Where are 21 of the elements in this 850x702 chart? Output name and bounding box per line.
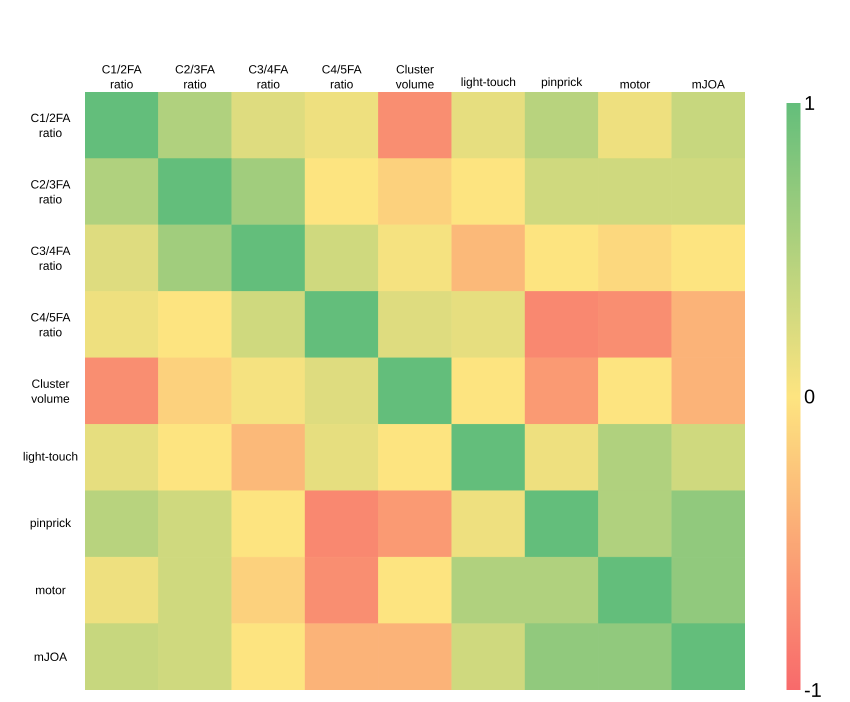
y-tick-label: motor: [36, 586, 66, 594]
x-tick-label: C1/2FA ratio: [102, 64, 142, 88]
y-tick-label: pinprick: [30, 518, 72, 530]
y-tick-label: mJOA: [34, 652, 68, 662]
y-tick-label: C4/5FA ratio: [31, 312, 70, 336]
color-bar-label: -1: [804, 683, 821, 697]
y-tick-label: C2/3FA ratio: [31, 180, 70, 204]
y-tick-label: Cluster volume: [31, 379, 70, 403]
x-tick-label: C3/4FA ratio: [249, 64, 288, 88]
color-bar-label: 1: [806, 96, 814, 110]
x-tick-label: mJOA: [692, 80, 725, 88]
color-bar-label: 0: [804, 389, 814, 404]
x-tick-label: Cluster volume: [396, 64, 434, 88]
y-tick-label: light-touch: [24, 452, 78, 464]
x-tick-label: pinprick: [542, 77, 582, 88]
x-tick-label: light-touch: [462, 77, 516, 88]
x-tick-label: C2/3FA ratio: [176, 64, 215, 88]
x-tick-label: motor: [620, 80, 650, 88]
y-tick-label: C1/2FA ratio: [31, 113, 70, 138]
x-tick-label: C4/5FA ratio: [322, 64, 362, 88]
y-tick-label: C3/4FA ratio: [31, 246, 70, 270]
